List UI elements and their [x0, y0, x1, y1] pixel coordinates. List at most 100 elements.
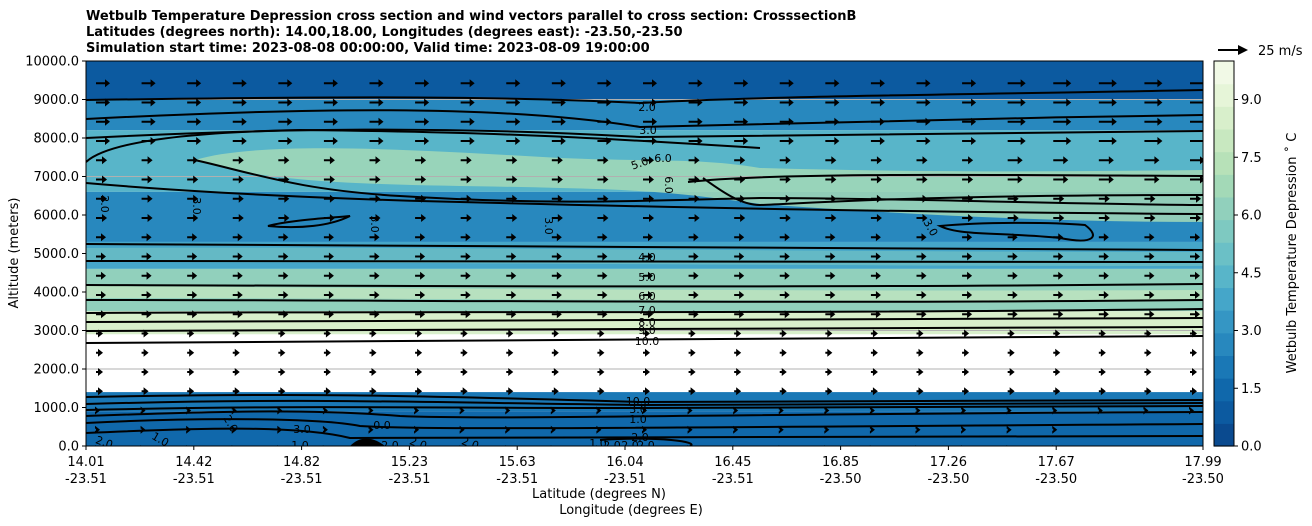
wind-vector — [506, 329, 514, 338]
wind-legend-label: 25 m/s — [1258, 44, 1303, 59]
wind-vector — [688, 175, 700, 184]
wind-vector — [870, 329, 878, 338]
wind-vector — [779, 291, 790, 299]
contour-label: 1.0 — [589, 437, 607, 450]
contour-label: 2.0 — [638, 101, 656, 114]
contour-label: 6.0 — [638, 290, 656, 303]
wind-vector — [1053, 368, 1061, 376]
contour-label: 2.0 — [460, 434, 481, 452]
wind-vector — [551, 329, 559, 338]
wind-vector — [187, 79, 202, 88]
wind-vector — [688, 310, 699, 319]
wind-vector — [916, 156, 928, 165]
wind-vector — [278, 156, 290, 165]
wind-vector — [232, 79, 247, 88]
wind-vector — [643, 117, 657, 126]
wind-vector — [506, 291, 517, 299]
wind-vector — [870, 98, 885, 107]
wind-vector — [825, 79, 840, 88]
wind-vector — [460, 291, 471, 299]
wind-vector — [415, 310, 426, 319]
wind-vector — [1189, 406, 1194, 415]
wind-vector — [733, 425, 739, 434]
wind-vector — [643, 252, 653, 261]
wind-vector — [1098, 291, 1109, 299]
wind-vector — [1052, 425, 1058, 434]
wind-vector — [1007, 291, 1018, 299]
colorbar-swatch — [1214, 355, 1234, 379]
wind-vector — [232, 117, 247, 126]
wind-vector — [688, 329, 696, 338]
wind-vector — [1007, 271, 1018, 280]
wind-vector — [962, 214, 974, 222]
wind-vector — [460, 156, 472, 165]
wind-vector — [734, 329, 742, 338]
x-tick-label-lat: 15.23 — [391, 455, 428, 470]
wind-vector — [1098, 233, 1109, 242]
colorbar-tick-label: 4.5 — [1241, 266, 1262, 281]
wind-vector — [1144, 156, 1160, 165]
x-tick-label-lon: -23.51 — [712, 472, 754, 487]
wind-vector — [643, 310, 653, 319]
wind-vector — [278, 271, 289, 280]
colorbar-label: Wetbulb Temperature Depression ˚ C — [1284, 133, 1300, 374]
wind-vector — [734, 137, 749, 145]
wind-vector — [1007, 156, 1023, 165]
plot-area: 2.03.05.0 6.06.02.0 3.03.0 3.0 3.04.05.06.07… — [86, 61, 1203, 452]
wind-vector — [187, 233, 198, 242]
wind-vector — [1098, 252, 1109, 261]
wind-vector — [96, 214, 107, 222]
wind-vector — [141, 387, 149, 396]
wind-vector — [96, 137, 110, 145]
wind-vector — [688, 368, 696, 376]
wind-vector — [323, 79, 338, 88]
wind-vector — [232, 214, 244, 222]
wind-vector — [597, 310, 608, 319]
wind-vector — [323, 233, 334, 242]
colorbar-tick-label: 1.5 — [1241, 382, 1262, 397]
y-tick-label: 1000.0 — [34, 401, 80, 416]
wind-vector — [369, 252, 380, 261]
wind-vector — [96, 368, 103, 376]
wind-vector — [1190, 214, 1201, 222]
wind-vector — [1144, 291, 1155, 299]
wind-vector — [369, 387, 377, 396]
wind-vector — [278, 310, 289, 319]
wind-vector — [369, 291, 380, 299]
wind-vector — [778, 425, 784, 434]
wind-vector — [643, 214, 654, 222]
wind-vector — [688, 137, 703, 145]
wind-vector — [870, 368, 878, 376]
wind-vector — [322, 406, 328, 415]
wind-vector — [460, 79, 475, 88]
wind-vector — [460, 194, 472, 203]
contour-label: 1.0 — [629, 413, 647, 426]
wind-vector — [187, 368, 195, 376]
wind-vector — [1007, 79, 1026, 88]
wind-vector — [277, 406, 283, 415]
wind-vector — [962, 194, 974, 203]
contour-label: 10.0 — [626, 395, 651, 408]
wind-vector — [1144, 387, 1152, 396]
wind-vector — [460, 348, 468, 357]
contour-label: 3.0 — [293, 423, 311, 436]
colorbar-swatch — [1214, 310, 1234, 334]
chart-title-line-3: Simulation start time: 2023-08-08 00:00:… — [86, 41, 650, 56]
wind-vector — [597, 137, 612, 145]
wind-vector — [1144, 214, 1156, 222]
wind-vector — [1144, 252, 1155, 261]
wind-vector — [186, 406, 192, 415]
wind-vector — [734, 348, 742, 357]
wind-vector — [825, 310, 836, 319]
wind-vector — [369, 117, 384, 126]
wind-vector — [916, 368, 924, 376]
colorbar-swatch — [1214, 219, 1234, 243]
wind-vector — [1098, 156, 1114, 165]
wind-vector — [551, 233, 562, 242]
wind-vector — [825, 98, 840, 107]
wind-vector — [551, 117, 566, 126]
wind-vector — [232, 329, 240, 338]
wind-vector — [1144, 368, 1152, 376]
wind-vector — [460, 137, 475, 145]
wind-vector — [460, 233, 471, 242]
